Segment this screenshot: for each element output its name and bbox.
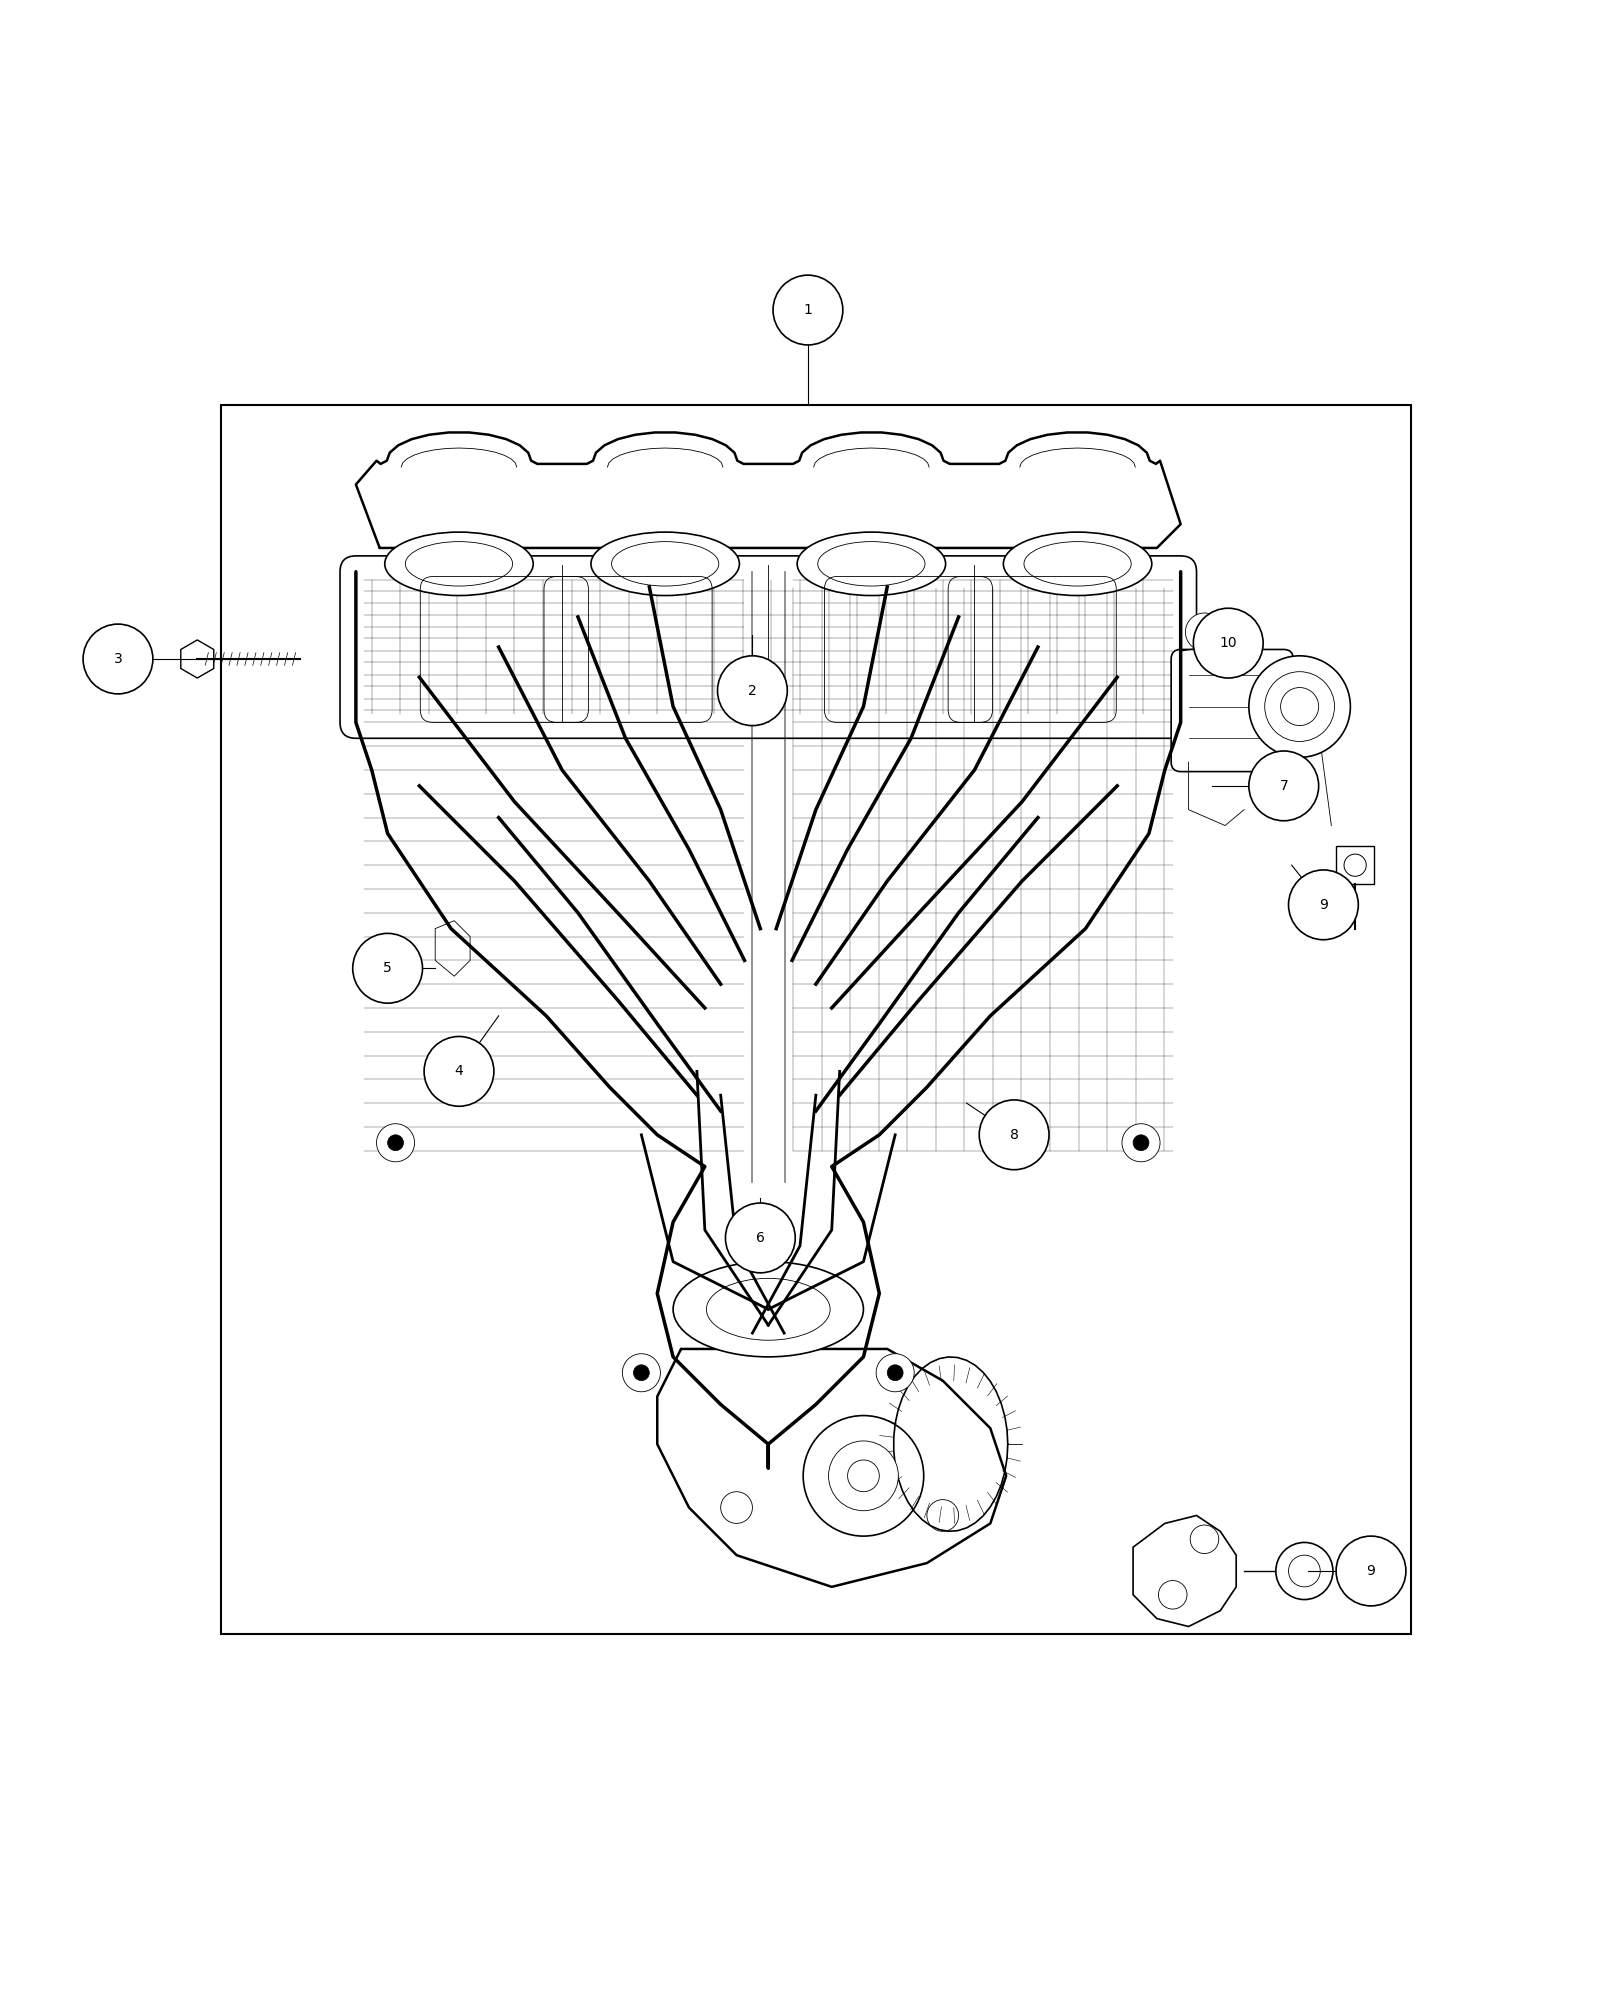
Ellipse shape [1003,532,1152,596]
Ellipse shape [384,532,533,596]
Circle shape [352,934,422,1004]
Circle shape [717,656,787,726]
Ellipse shape [590,532,739,596]
Text: 1: 1 [803,304,813,318]
Ellipse shape [797,532,946,596]
Polygon shape [658,1348,1006,1586]
Circle shape [83,624,154,694]
Circle shape [376,1124,414,1162]
Circle shape [829,1440,898,1510]
Circle shape [877,1354,914,1392]
Text: 6: 6 [755,1230,765,1244]
Circle shape [1288,1556,1320,1586]
Circle shape [725,1204,795,1272]
Circle shape [926,1500,958,1532]
Circle shape [1133,1134,1149,1150]
Circle shape [888,1364,902,1380]
Circle shape [1264,672,1334,742]
Text: 5: 5 [384,962,392,976]
FancyBboxPatch shape [1171,650,1293,772]
Text: 4: 4 [454,1064,464,1078]
Text: 10: 10 [1219,636,1237,650]
Circle shape [773,276,843,344]
Circle shape [424,1036,494,1106]
Circle shape [1280,688,1318,726]
Circle shape [387,1134,403,1150]
Circle shape [803,1416,923,1536]
Bar [1336,846,1374,884]
Circle shape [1158,1580,1187,1610]
Polygon shape [355,572,1181,1468]
Circle shape [979,1100,1050,1170]
Circle shape [1288,870,1358,940]
Text: 7: 7 [1280,778,1288,792]
Circle shape [1194,608,1262,678]
Circle shape [634,1364,650,1380]
Ellipse shape [674,1262,864,1356]
Circle shape [1186,612,1224,652]
Polygon shape [1133,1516,1237,1626]
Text: 3: 3 [114,652,122,666]
Text: 9: 9 [1318,898,1328,912]
Circle shape [848,1460,880,1492]
Circle shape [1336,1536,1406,1606]
Text: 8: 8 [1010,1128,1019,1142]
Circle shape [1122,1124,1160,1162]
Circle shape [1250,656,1350,758]
Circle shape [1190,1526,1219,1554]
Circle shape [1250,750,1318,820]
Polygon shape [181,640,214,678]
Text: 9: 9 [1366,1564,1376,1578]
FancyBboxPatch shape [341,556,1197,738]
Text: 2: 2 [749,684,757,698]
Bar [221,406,1411,1634]
Polygon shape [355,432,1181,548]
Circle shape [1275,1542,1333,1600]
Circle shape [1344,854,1366,876]
Circle shape [622,1354,661,1392]
Circle shape [720,1492,752,1524]
